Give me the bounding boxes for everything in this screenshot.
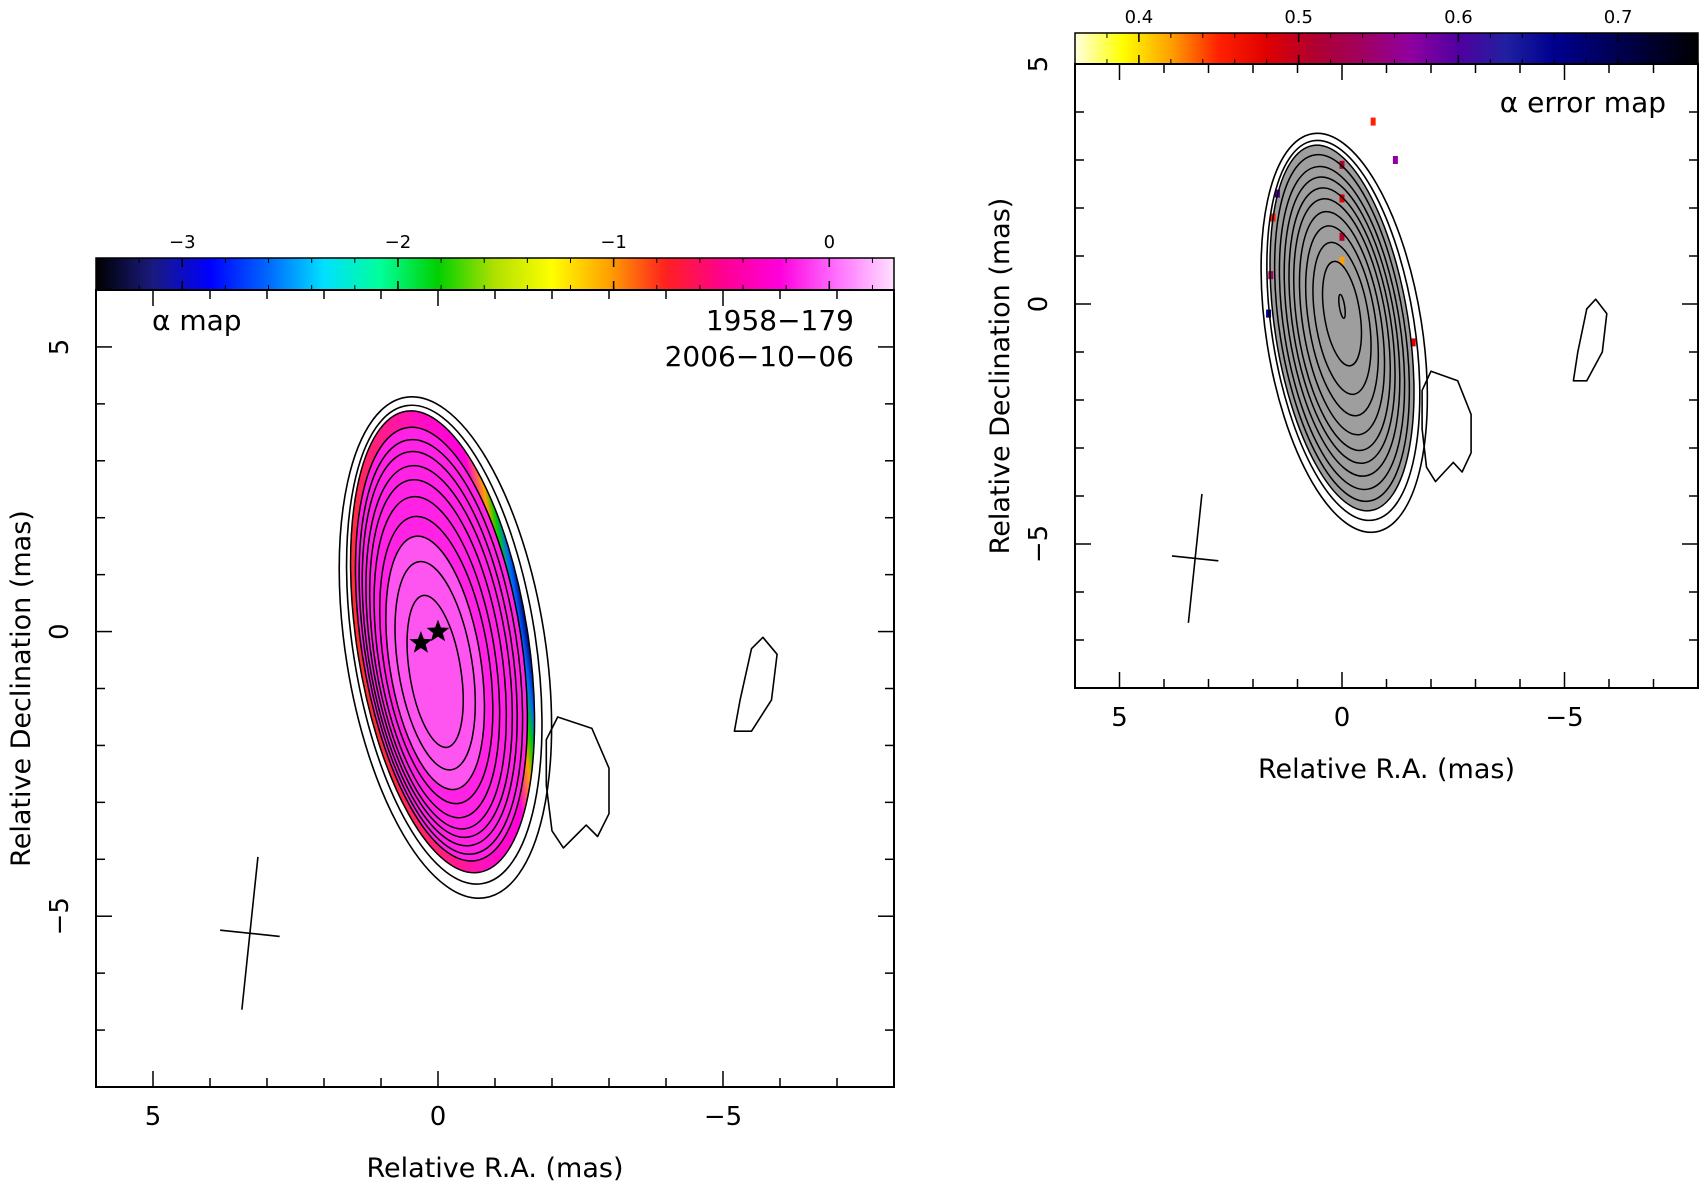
contour-outer bbox=[338, 396, 553, 900]
panel-title: α map bbox=[152, 304, 242, 337]
error-pixel bbox=[1392, 156, 1398, 164]
x-tick-label: 0 bbox=[430, 1102, 447, 1132]
y-tick-label: 5 bbox=[45, 339, 75, 356]
observation-epoch: 2006−10−06 bbox=[665, 340, 854, 373]
plot-area bbox=[220, 396, 778, 1010]
source-name: 1958−179 bbox=[706, 304, 854, 337]
contour bbox=[1266, 139, 1421, 522]
contour-level bbox=[368, 479, 508, 830]
contour-level bbox=[385, 535, 486, 791]
y-tick-label: −5 bbox=[45, 897, 75, 935]
colorbar-tick-label: 0 bbox=[824, 232, 835, 253]
error-pixel bbox=[1339, 232, 1345, 241]
x-tick-label: 0 bbox=[1334, 703, 1351, 733]
colorbar bbox=[1074, 32, 1699, 65]
y-axis-label: Relative Declination (mas) bbox=[6, 510, 37, 867]
contour-level bbox=[361, 450, 518, 847]
x-axis-label: Relative R.A. (mas) bbox=[1258, 754, 1515, 785]
contour-level bbox=[1273, 153, 1411, 503]
contour-level bbox=[406, 594, 464, 749]
contour-level bbox=[1321, 260, 1363, 367]
error-pixel bbox=[1268, 271, 1274, 280]
contour-level bbox=[1288, 187, 1396, 465]
y-tick-label: 0 bbox=[45, 623, 75, 640]
contour-outer bbox=[1260, 132, 1429, 534]
colorbar bbox=[95, 257, 895, 291]
x-axis-label: Relative R.A. (mas) bbox=[367, 1153, 624, 1184]
contour-level bbox=[394, 560, 477, 771]
y-tick-label: 0 bbox=[1024, 296, 1054, 313]
contour-level bbox=[365, 464, 514, 839]
x-tick-label: 5 bbox=[145, 1102, 162, 1132]
y-axis-label: Relative Declination (mas) bbox=[985, 198, 1016, 555]
core-star-marker bbox=[426, 619, 450, 642]
contour-level bbox=[1269, 144, 1415, 512]
colorbar-tick-label: 0.4 bbox=[1125, 7, 1154, 28]
error-pixel bbox=[1410, 338, 1416, 347]
spectral-index-core-fill bbox=[385, 536, 485, 790]
colorbar-tick-label: 0.6 bbox=[1444, 7, 1473, 28]
component-1-contour bbox=[545, 716, 610, 849]
contour-level bbox=[373, 495, 501, 819]
contour-level bbox=[1312, 241, 1372, 396]
contour-level bbox=[349, 410, 536, 874]
component-2-contour bbox=[733, 636, 778, 732]
component-2-contour bbox=[1572, 298, 1608, 382]
colorbar-tick-label: −1 bbox=[600, 232, 627, 253]
error-pixel bbox=[1370, 117, 1376, 126]
contour bbox=[345, 404, 543, 885]
plot-area bbox=[1171, 117, 1608, 623]
contour-level bbox=[354, 426, 529, 862]
x-tick-label: 5 bbox=[1111, 703, 1128, 733]
colorbar-tick-label: 0.5 bbox=[1284, 7, 1313, 28]
component-1-contour bbox=[1421, 370, 1472, 483]
x-tick-label: −5 bbox=[1545, 703, 1583, 733]
colorbar-tick-label: −2 bbox=[385, 232, 412, 253]
error-pixel bbox=[1339, 256, 1345, 265]
contour-level bbox=[1298, 210, 1386, 436]
alpha-map-panel: −3 −2 −1 0 5 0 −5 −5 0 5 Relative R.A. (mas) Relati… bbox=[6, 232, 895, 1184]
contour-level bbox=[1338, 293, 1346, 320]
beam-minor-axis bbox=[1171, 555, 1219, 562]
contour-level bbox=[378, 515, 494, 805]
y-tick-label: 5 bbox=[1024, 56, 1054, 73]
panel-title: α error map bbox=[1500, 86, 1666, 119]
colorbar-tick-label: −3 bbox=[169, 232, 196, 253]
error-pixel bbox=[1339, 160, 1345, 169]
y-tick-label: −5 bbox=[1024, 525, 1054, 563]
contour-level bbox=[1278, 165, 1406, 491]
core-star-marker bbox=[409, 631, 433, 653]
contour-level bbox=[1283, 176, 1401, 477]
beam-minor-axis bbox=[220, 929, 280, 938]
colorbar-tick-label: 0.7 bbox=[1604, 7, 1633, 28]
contour-level bbox=[358, 438, 524, 855]
contour-level bbox=[1293, 198, 1391, 452]
contour-level bbox=[1305, 225, 1379, 417]
x-tick-label: −5 bbox=[704, 1102, 742, 1132]
error-pixel bbox=[1339, 194, 1345, 203]
alpha-error-map-panel: 0.4 0.5 0.6 0.7 5 0 −5 −5 0 5 Relative R.A. (mas) R… bbox=[985, 7, 1699, 785]
